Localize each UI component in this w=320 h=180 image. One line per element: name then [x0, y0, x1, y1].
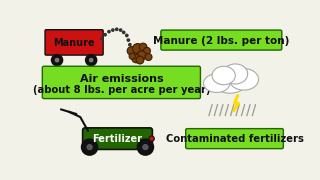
Circle shape [87, 144, 92, 150]
Circle shape [129, 53, 135, 59]
Circle shape [143, 144, 148, 150]
Ellipse shape [213, 70, 247, 93]
Circle shape [149, 136, 154, 141]
Circle shape [127, 39, 130, 41]
Circle shape [132, 54, 140, 63]
Circle shape [101, 37, 103, 40]
Circle shape [116, 28, 118, 30]
Circle shape [139, 43, 147, 51]
Circle shape [138, 139, 153, 155]
Text: Manure: Manure [53, 38, 95, 48]
Text: (about 8 lbs. per acre per year): (about 8 lbs. per acre per year) [33, 85, 210, 95]
Circle shape [55, 58, 59, 62]
Circle shape [108, 30, 110, 33]
Ellipse shape [204, 74, 230, 93]
Circle shape [52, 55, 62, 66]
Circle shape [82, 139, 97, 155]
Ellipse shape [223, 64, 248, 84]
FancyBboxPatch shape [42, 66, 200, 99]
Text: Air emissions: Air emissions [80, 74, 163, 84]
Circle shape [137, 51, 146, 60]
FancyBboxPatch shape [186, 129, 283, 149]
Circle shape [112, 29, 114, 31]
Circle shape [126, 34, 128, 37]
FancyBboxPatch shape [45, 30, 103, 55]
Ellipse shape [212, 66, 235, 85]
Circle shape [136, 56, 144, 64]
Circle shape [143, 47, 150, 54]
Circle shape [145, 54, 152, 60]
Text: Contaminated fertilizers: Contaminated fertilizers [165, 134, 303, 144]
Circle shape [119, 29, 122, 31]
FancyBboxPatch shape [83, 128, 152, 149]
Circle shape [104, 33, 106, 36]
Circle shape [127, 47, 136, 55]
Circle shape [86, 55, 97, 66]
Circle shape [123, 31, 125, 33]
Text: Manure (2 lbs. per ton): Manure (2 lbs. per ton) [153, 36, 290, 46]
Circle shape [132, 44, 143, 54]
Circle shape [89, 58, 93, 62]
Ellipse shape [229, 69, 259, 90]
FancyBboxPatch shape [161, 30, 282, 50]
Circle shape [129, 44, 131, 46]
Text: Fertilizer: Fertilizer [92, 134, 142, 144]
